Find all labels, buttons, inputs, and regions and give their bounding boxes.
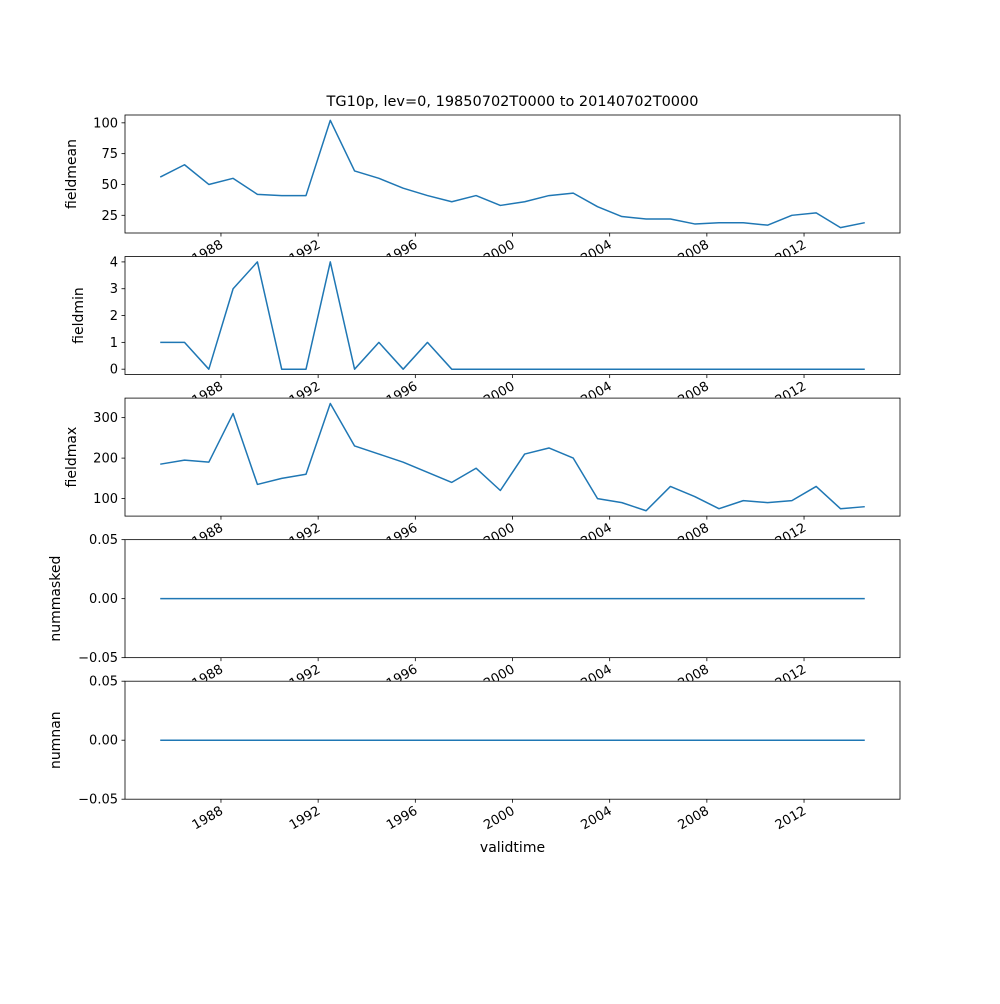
y-tick-label: 200	[93, 452, 118, 467]
axes-background	[125, 256, 900, 375]
x-tick-label: 2008	[676, 804, 712, 834]
y-axis-label: numnan	[48, 711, 64, 769]
y-tick-label: 0.05	[89, 533, 118, 548]
subplot-numnan: −0.05 0.00 0.05 1988 1992 1996 2000 2004 2008 201…	[48, 675, 901, 834]
y-tick-label: −0.05	[78, 651, 118, 666]
series-line-fieldmin	[160, 261, 865, 370]
y-axis-label: fieldmin	[71, 287, 87, 344]
series-line-fieldmax	[160, 402, 865, 512]
x-tick-label: 1988	[190, 804, 226, 834]
x-tick-label: 2004	[579, 804, 615, 834]
y-axis-label: nummasked	[48, 556, 64, 642]
figure-title: TG10p, lev=0, 19850702T0000 to 20140702T…	[326, 94, 699, 110]
axes-border	[124, 539, 901, 659]
axes-border	[124, 680, 901, 800]
x-tick-label: 1992	[287, 804, 323, 834]
x-tick-label: 1996	[384, 804, 420, 834]
y-axis-label: fieldmax	[64, 427, 80, 488]
axes-border	[124, 256, 901, 375]
axes-background	[125, 398, 900, 517]
y-tick-label: 50	[101, 178, 118, 193]
series-line-fieldmean	[159, 119, 865, 229]
x-tick-label: 2000	[481, 804, 517, 834]
y-tick-label: 0.05	[89, 675, 118, 690]
axes-border	[124, 114, 901, 234]
y-tick-label: 0.00	[89, 734, 118, 749]
axes-border	[124, 397, 901, 517]
y-axis-label: fieldmean	[64, 139, 80, 209]
y-tick-label: 0	[110, 363, 118, 378]
y-tick-label: 0.00	[89, 592, 118, 607]
y-tick-label: 300	[93, 411, 118, 426]
y-tick-label: 4	[110, 255, 118, 270]
x-axis-label: validtime	[480, 840, 545, 856]
y-tick-label: 100	[93, 116, 118, 131]
y-tick-label: 2	[110, 309, 118, 324]
y-tick-label: 1	[110, 336, 118, 351]
x-tick-label: 2012	[773, 804, 809, 834]
y-tick-label: 75	[101, 147, 118, 162]
y-tick-label: 100	[93, 492, 118, 507]
y-tick-label: −0.05	[78, 793, 118, 808]
y-tick-label: 3	[110, 282, 118, 297]
y-tick-label: 25	[101, 209, 118, 224]
axes-background	[125, 115, 900, 233]
